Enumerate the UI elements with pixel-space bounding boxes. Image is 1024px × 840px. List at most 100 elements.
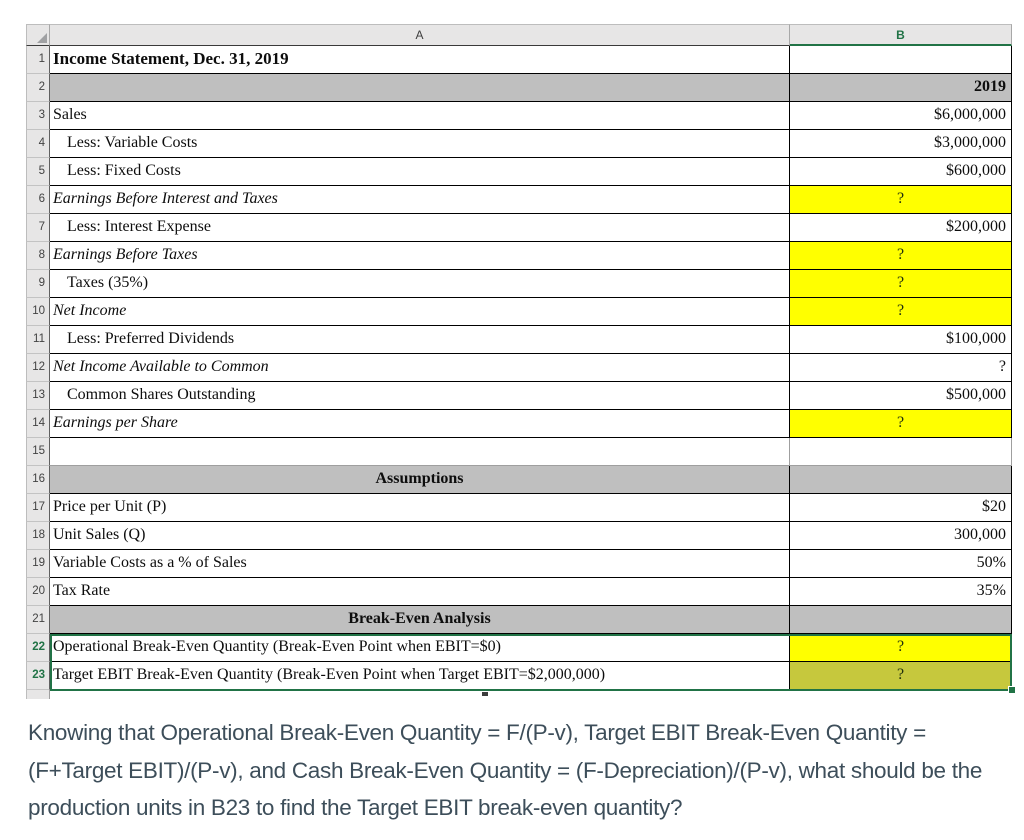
cell-A4[interactable]: Less: Variable Costs xyxy=(50,130,790,158)
sheet-row-16: 16 Assumptions xyxy=(26,466,1012,494)
row-header-19[interactable]: 19 xyxy=(26,550,50,578)
sheet-row-5: 5 Less: Fixed Costs $600,000 xyxy=(26,158,1012,186)
sheet-row-20: 20 Tax Rate 35% xyxy=(26,578,1012,606)
sheet-row-9: 9 Taxes (35%)? xyxy=(26,270,1012,298)
cell-A19[interactable]: Variable Costs as a % of Sales xyxy=(50,550,790,578)
cell-B23[interactable]: ? xyxy=(790,662,1012,690)
row-header-6[interactable]: 6 xyxy=(26,186,50,214)
cell-B20[interactable]: 35% xyxy=(790,578,1012,606)
cell-A8[interactable]: Earnings Before Taxes xyxy=(50,242,790,270)
cell-A14[interactable]: Earnings per Share xyxy=(50,410,790,438)
sheet-row-13: 13 Common Shares Outstanding $500,000 xyxy=(26,382,1012,410)
fill-handle[interactable] xyxy=(1008,686,1016,694)
spreadsheet: A B 1 Income Statement, Dec. 31, 2019 2 201… xyxy=(26,24,1016,699)
sheet-row-6: 6 Earnings Before Interest and Taxes? xyxy=(26,186,1012,214)
row-header-20[interactable]: 20 xyxy=(26,578,50,606)
cell-A3[interactable]: Sales xyxy=(50,102,790,130)
sheet-row-18: 18 Unit Sales (Q) 300,000 xyxy=(26,522,1012,550)
cell-B9[interactable]: ? xyxy=(790,270,1012,298)
cell-B12[interactable]: ? xyxy=(790,354,1012,382)
select-all-triangle-icon xyxy=(37,33,47,43)
sheet-row-8: 8 Earnings Before Taxes? xyxy=(26,242,1012,270)
row-header-22[interactable]: 22 xyxy=(26,634,50,662)
row-header-13[interactable]: 13 xyxy=(26,382,50,410)
cell-B6[interactable]: ? xyxy=(790,186,1012,214)
row-header-12[interactable]: 12 xyxy=(26,354,50,382)
row-header-21[interactable]: 21 xyxy=(26,606,50,634)
row-header-17[interactable]: 17 xyxy=(26,494,50,522)
cell-A22[interactable]: Operational Break-Even Quantity (Break-E… xyxy=(50,634,790,662)
sheet-row-23: 23 Target EBIT Break-Even Quantity (Break… xyxy=(26,662,1012,690)
row-header-24-sliver xyxy=(26,690,50,699)
row-header-1[interactable]: 1 xyxy=(26,46,50,74)
grid-rows: 1 Income Statement, Dec. 31, 2019 2 2019 3 Sa… xyxy=(26,46,1012,690)
cell-B22[interactable]: ? xyxy=(790,634,1012,662)
cell-A13[interactable]: Common Shares Outstanding xyxy=(50,382,790,410)
cell-B14[interactable]: ? xyxy=(790,410,1012,438)
sheet-row-11: 11 Less: Preferred Dividends $100,000 xyxy=(26,326,1012,354)
cell-B8[interactable]: ? xyxy=(790,242,1012,270)
cell-A9[interactable]: Taxes (35%) xyxy=(50,270,790,298)
cell-B10[interactable]: ? xyxy=(790,298,1012,326)
cell-A10[interactable]: Net Income xyxy=(50,298,790,326)
row-header-5[interactable]: 5 xyxy=(26,158,50,186)
cell-A12[interactable]: Net Income Available to Common xyxy=(50,354,790,382)
partial-row-text-artifact xyxy=(482,692,488,696)
row-header-10[interactable]: 10 xyxy=(26,298,50,326)
cell-B16[interactable] xyxy=(790,466,1012,494)
cell-B3[interactable]: $6,000,000 xyxy=(790,102,1012,130)
cell-B5[interactable]: $600,000 xyxy=(790,158,1012,186)
sheet-row-19: 19 Variable Costs as a % of Sales 50% xyxy=(26,550,1012,578)
row-header-2[interactable]: 2 xyxy=(26,74,50,102)
cell-A15[interactable] xyxy=(50,438,790,466)
select-all-button[interactable] xyxy=(26,24,50,46)
sheet-row-3: 3 Sales $6,000,000 xyxy=(26,102,1012,130)
cell-A1[interactable]: Income Statement, Dec. 31, 2019 xyxy=(50,46,790,74)
cell-B1[interactable] xyxy=(790,46,1012,74)
cell-B21[interactable] xyxy=(790,606,1012,634)
cell-A11[interactable]: Less: Preferred Dividends xyxy=(50,326,790,354)
sheet-row-12: 12 Net Income Available to Common? xyxy=(26,354,1012,382)
cell-A16[interactable]: Assumptions xyxy=(50,466,790,494)
cell-A18[interactable]: Unit Sales (Q) xyxy=(50,522,790,550)
row-header-15[interactable]: 15 xyxy=(26,438,50,466)
sheet-row-2: 2 2019 xyxy=(26,74,1012,102)
row-header-3[interactable]: 3 xyxy=(26,102,50,130)
cell-B2[interactable]: 2019 xyxy=(790,74,1012,102)
sheet-row-15: 15 xyxy=(26,438,1012,466)
cell-A21[interactable]: Break-Even Analysis xyxy=(50,606,790,634)
cell-A7[interactable]: Less: Interest Expense xyxy=(50,214,790,242)
partial-row-24 xyxy=(26,690,1014,699)
cell-B13[interactable]: $500,000 xyxy=(790,382,1012,410)
column-header-b[interactable]: B xyxy=(790,24,1012,46)
row-header-4[interactable]: 4 xyxy=(26,130,50,158)
cell-B7[interactable]: $200,000 xyxy=(790,214,1012,242)
cell-B11[interactable]: $100,000 xyxy=(790,326,1012,354)
cell-A5[interactable]: Less: Fixed Costs xyxy=(50,158,790,186)
question-text: Knowing that Operational Break-Even Quan… xyxy=(28,720,983,820)
cell-A2[interactable] xyxy=(50,74,790,102)
row-header-8[interactable]: 8 xyxy=(26,242,50,270)
cell-A20[interactable]: Tax Rate xyxy=(50,578,790,606)
cell-B4[interactable]: $3,000,000 xyxy=(790,130,1012,158)
sheet-row-22: 22 Operational Break-Even Quantity (Break… xyxy=(26,634,1012,662)
cell-B18[interactable]: 300,000 xyxy=(790,522,1012,550)
sheet-row-7: 7 Less: Interest Expense $200,000 xyxy=(26,214,1012,242)
sheet-row-1: 1 Income Statement, Dec. 31, 2019 xyxy=(26,46,1012,74)
row-header-7[interactable]: 7 xyxy=(26,214,50,242)
cell-B15[interactable] xyxy=(790,438,1012,466)
row-header-23[interactable]: 23 xyxy=(26,662,50,690)
column-header-row: A B xyxy=(26,24,1014,46)
cell-A6[interactable]: Earnings Before Interest and Taxes xyxy=(50,186,790,214)
row-header-16[interactable]: 16 xyxy=(26,466,50,494)
cell-A17[interactable]: Price per Unit (P) xyxy=(50,494,790,522)
cell-B19[interactable]: 50% xyxy=(790,550,1012,578)
column-header-a[interactable]: A xyxy=(50,24,790,46)
row-header-9[interactable]: 9 xyxy=(26,270,50,298)
row-header-18[interactable]: 18 xyxy=(26,522,50,550)
row-header-11[interactable]: 11 xyxy=(26,326,50,354)
row-header-14[interactable]: 14 xyxy=(26,410,50,438)
cell-B17[interactable]: $20 xyxy=(790,494,1012,522)
cell-A23[interactable]: Target EBIT Break-Even Quantity (Break-E… xyxy=(50,662,790,690)
sheet-row-4: 4 Less: Variable Costs $3,000,000 xyxy=(26,130,1012,158)
